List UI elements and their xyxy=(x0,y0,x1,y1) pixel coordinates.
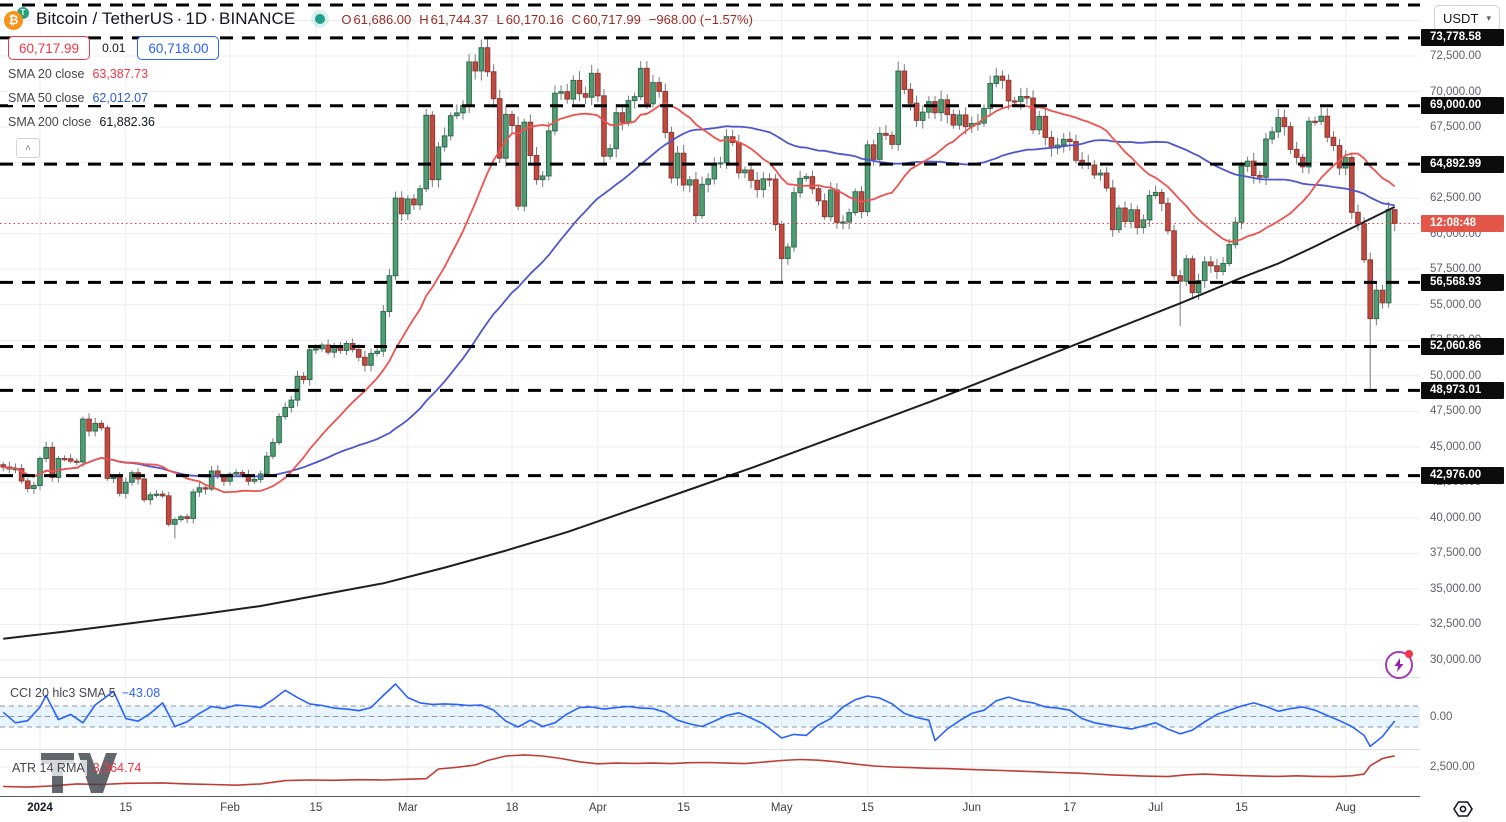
sma200-label: SMA 200 close xyxy=(8,115,96,129)
separator: · xyxy=(210,9,217,28)
x-axis-tick: 2024 xyxy=(27,802,53,814)
price-level-label: 56,568.93 xyxy=(1421,273,1504,291)
sma50-label: SMA 50 close xyxy=(8,91,89,105)
separator: · xyxy=(176,9,183,28)
y-axis-tick: 67,500.00 xyxy=(1430,121,1482,134)
y-axis-tick: 72,500.00 xyxy=(1430,50,1482,62)
cci-panel xyxy=(0,683,1420,748)
x-axis-tick: 15 xyxy=(119,802,133,814)
symbol-title[interactable]: Bitcoin / TetherUS · 1D · BINANCE xyxy=(36,9,295,29)
y-axis-tick: 50,000.00 xyxy=(1430,369,1482,382)
buy-button[interactable]: 60,718.00 xyxy=(137,36,220,60)
y-axis-tick: 70,000.00 xyxy=(1430,85,1482,98)
y-axis-tick: 30,000.00 xyxy=(1430,654,1482,666)
atr-value: 3,364.74 xyxy=(92,761,142,775)
exchange-label: BINANCE xyxy=(219,9,296,28)
y-axis-tick: 45,000.00 xyxy=(1430,440,1482,453)
spread-value: 0.01 xyxy=(98,40,130,56)
y-axis-tick: 37,500.00 xyxy=(1430,547,1482,560)
y-axis-tick: 32,500.00 xyxy=(1430,618,1482,631)
atr-axis-tick: 2,500.00 xyxy=(1430,761,1475,773)
y-axis-tick: 40,000.00 xyxy=(1430,511,1482,524)
legend-cci[interactable]: CCI 20 hlc3 SMA 5 −43.08 xyxy=(10,686,160,700)
price-level-label: 73,778.58 xyxy=(1421,29,1504,47)
x-axis-tick: 15 xyxy=(1235,802,1248,814)
gear-icon xyxy=(1453,801,1473,817)
sma20-value: 63,387.73 xyxy=(88,67,149,81)
low-label: L xyxy=(496,11,504,27)
y-axis-tick: 57,500.00 xyxy=(1430,263,1482,276)
legend-sma200[interactable]: SMA 200 close 61,882.36 xyxy=(8,115,155,131)
low-value: 60,170.16 xyxy=(505,11,564,27)
price-level-label: 48,973.01 xyxy=(1421,381,1504,399)
price-level-label: 42,976.00 xyxy=(1421,467,1504,485)
close-label: C xyxy=(571,11,581,27)
moving-averages xyxy=(3,102,1396,640)
axis-settings-button[interactable] xyxy=(1450,798,1476,820)
x-axis-tick: Jul xyxy=(1148,802,1164,814)
x-axis-tick: Jun xyxy=(962,802,982,814)
high-label: H xyxy=(419,11,429,27)
interval-label[interactable]: 1D xyxy=(185,9,208,28)
price-level-label: 64,892.99 xyxy=(1421,155,1504,173)
x-axis-tick: Feb xyxy=(220,802,240,814)
price-level-lines xyxy=(0,3,1420,478)
time-axis[interactable]: 2024 15 Feb 15 Mar 18 Apr 15 May 15 Jun 17 Jul 15 Aug xyxy=(0,797,1506,822)
legend-sma50[interactable]: SMA 50 close 62,012.07 xyxy=(8,91,149,107)
bitcoin-tether-pair-logo: T ₿ xyxy=(4,7,30,31)
price-level-label: 69,000.00 xyxy=(1421,97,1504,115)
bar-countdown-label: 12:08:48 xyxy=(1421,214,1504,232)
x-axis-tick: 15 xyxy=(309,802,323,814)
y-axis-tick: 55,000.00 xyxy=(1430,298,1482,311)
high-value: 61,744.37 xyxy=(430,11,489,27)
gridlines xyxy=(0,0,1420,795)
x-axis-tick: 15 xyxy=(861,802,874,814)
x-axis-tick: 17 xyxy=(1063,802,1077,814)
market-open-status-icon xyxy=(315,14,326,24)
cci-axis-tick: 0.00 xyxy=(1430,710,1453,723)
cci-value: −43.08 xyxy=(121,686,161,700)
lightning-bolt-icon xyxy=(1394,658,1404,672)
quick-actions-button[interactable] xyxy=(1385,651,1413,679)
symbol-header: T ₿ Bitcoin / TetherUS · 1D · BINANCE O 61,68… xyxy=(4,6,755,32)
legend-sma20[interactable]: SMA 20 close 63,387.73 xyxy=(8,67,149,83)
bitcoin-logo-icon: ₿ xyxy=(4,11,23,30)
open-label: O xyxy=(341,11,352,27)
candlestick-series xyxy=(0,37,1398,539)
x-axis-tick: May xyxy=(770,802,793,814)
notification-dot xyxy=(1405,650,1413,658)
legend-atr[interactable]: ATR 14 RMA 3,364.74 xyxy=(10,760,142,776)
chevron-up-icon: ˄ xyxy=(25,142,31,154)
chevron-down-icon: ▾ xyxy=(1486,12,1491,23)
currency-label: USDT xyxy=(1443,10,1479,26)
x-axis-tick: Mar xyxy=(397,802,418,814)
atr-label: ATR 14 RMA xyxy=(10,760,87,776)
sell-button[interactable]: 60,717.99 xyxy=(8,36,91,60)
x-axis-tick: Aug xyxy=(1335,802,1356,814)
x-axis-tick: Apr xyxy=(588,802,607,814)
currency-toggle-button[interactable]: USDT ▾ xyxy=(1434,5,1500,31)
atr-panel xyxy=(3,754,1395,788)
x-axis-tick: 15 xyxy=(677,802,691,814)
y-axis-tick: 62,500.00 xyxy=(1430,192,1482,205)
price-level-label: 52,060.86 xyxy=(1421,337,1504,355)
cci-label: CCI 20 hlc3 SMA 5 xyxy=(10,686,116,700)
collapse-legend-button[interactable]: ˄ xyxy=(16,138,40,158)
symbol-name: Bitcoin / TetherUS xyxy=(36,9,174,28)
change-value: −968.00 (−1.57%) xyxy=(648,11,753,27)
sma20-label: SMA 20 close xyxy=(8,67,89,81)
y-axis-tick: 47,500.00 xyxy=(1430,405,1482,418)
sma50-value: 62,012.07 xyxy=(88,91,149,105)
price-axis[interactable]: USDT ▾ 72,500.0070,000.0067,500.0065,000… xyxy=(1420,0,1506,797)
y-axis-tick: 35,000.00 xyxy=(1430,582,1482,595)
open-value: 61,686.00 xyxy=(353,11,412,27)
sma200-value: 61,882.36 xyxy=(95,115,155,129)
close-value: 60,717.99 xyxy=(582,11,641,27)
ohlc-readout: O 61,686.00 H 61,744.37 L 60,170.16 C 60,717.99… xyxy=(341,12,755,27)
bid-ask-widget: 60,717.99 0.01 60,718.00 xyxy=(8,36,220,60)
x-axis-tick: 18 xyxy=(505,802,519,814)
